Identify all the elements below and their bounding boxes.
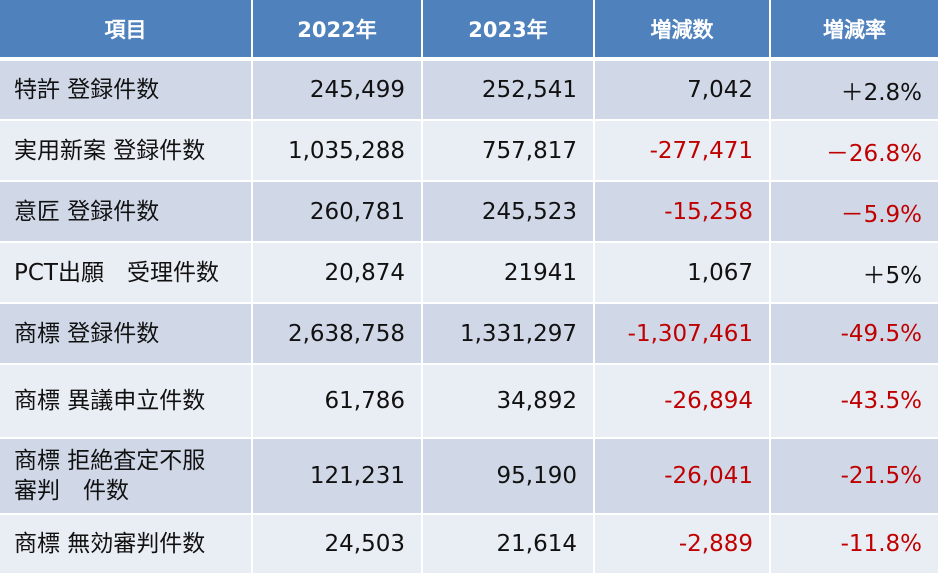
value-diff: 7,042 — [594, 59, 771, 121]
table-row: 実用新案 登録件数 1,035,288 757,817 -277,471 －26… — [0, 120, 938, 182]
row-item-label: 特許 登録件数 — [0, 59, 253, 121]
row-item-label-line2: 審判 件数 — [14, 478, 129, 504]
value-2022: 121,231 — [252, 438, 423, 515]
value-diff: -15,258 — [594, 181, 771, 243]
table-row: 商標 無効審判件数 24,503 21,614 -2,889 -11.8% — [0, 514, 938, 575]
value-2022: 245,499 — [252, 59, 423, 121]
value-rate: ＋5% — [770, 242, 938, 304]
value-2022: 61,786 — [252, 364, 423, 439]
header-item: 項目 — [0, 0, 253, 61]
value-rate: ＋2.8% — [770, 59, 938, 121]
row-item-label-line1: 商標 拒絶査定不服 — [14, 448, 206, 474]
value-2023: 21941 — [422, 242, 595, 304]
header-2023: 2023年 — [422, 0, 595, 61]
header-rate: 増減率 — [770, 0, 938, 61]
value-2022: 2,638,758 — [252, 303, 423, 365]
row-item-label: 意匠 登録件数 — [0, 181, 253, 243]
value-2022: 260,781 — [252, 181, 423, 243]
row-item-label: 商標 無効審判件数 — [0, 514, 253, 575]
value-2023: 245,523 — [422, 181, 595, 243]
value-diff: -26,894 — [594, 364, 771, 439]
value-2023: 252,541 — [422, 59, 595, 121]
value-rate: －26.8% — [770, 120, 938, 182]
value-2023: 757,817 — [422, 120, 595, 182]
table-row: 商標 異議申立件数 61,786 34,892 -26,894 -43.5% — [0, 364, 938, 439]
table-row: 特許 登録件数 245,499 252,541 7,042 ＋2.8% — [0, 59, 938, 121]
table-row: 意匠 登録件数 260,781 245,523 -15,258 －5.9% — [0, 181, 938, 243]
value-2022: 24,503 — [252, 514, 423, 575]
value-diff: -26,041 — [594, 438, 771, 515]
row-item-label: 商標 拒絶査定不服 審判 件数 — [0, 438, 253, 515]
value-diff: 1,067 — [594, 242, 771, 304]
value-2023: 1,331,297 — [422, 303, 595, 365]
value-rate: －5.9% — [770, 181, 938, 243]
value-2023: 21,614 — [422, 514, 595, 575]
header-2022: 2022年 — [252, 0, 423, 61]
value-diff: -2,889 — [594, 514, 771, 575]
value-2023: 34,892 — [422, 364, 595, 439]
table-row: 商標 拒絶査定不服 審判 件数 121,231 95,190 -26,041 -… — [0, 438, 938, 515]
value-2023: 95,190 — [422, 438, 595, 515]
value-diff: -1,307,461 — [594, 303, 771, 365]
value-rate: -43.5% — [770, 364, 938, 439]
row-item-label: 商標 異議申立件数 — [0, 364, 253, 439]
row-item-label: 実用新案 登録件数 — [0, 120, 253, 182]
value-2022: 20,874 — [252, 242, 423, 304]
table-row: 商標 登録件数 2,638,758 1,331,297 -1,307,461 -… — [0, 303, 938, 365]
row-item-label: 商標 登録件数 — [0, 303, 253, 365]
value-diff: -277,471 — [594, 120, 771, 182]
row-item-label: PCT出願 受理件数 — [0, 242, 253, 304]
table-row: PCT出願 受理件数 20,874 21941 1,067 ＋5% — [0, 242, 938, 304]
header-diff: 増減数 — [594, 0, 771, 61]
header-row: 項目 2022年 2023年 増減数 増減率 — [0, 0, 938, 61]
value-2022: 1,035,288 — [252, 120, 423, 182]
value-rate: -49.5% — [770, 303, 938, 365]
value-rate: -11.8% — [770, 514, 938, 575]
value-rate: -21.5% — [770, 438, 938, 515]
